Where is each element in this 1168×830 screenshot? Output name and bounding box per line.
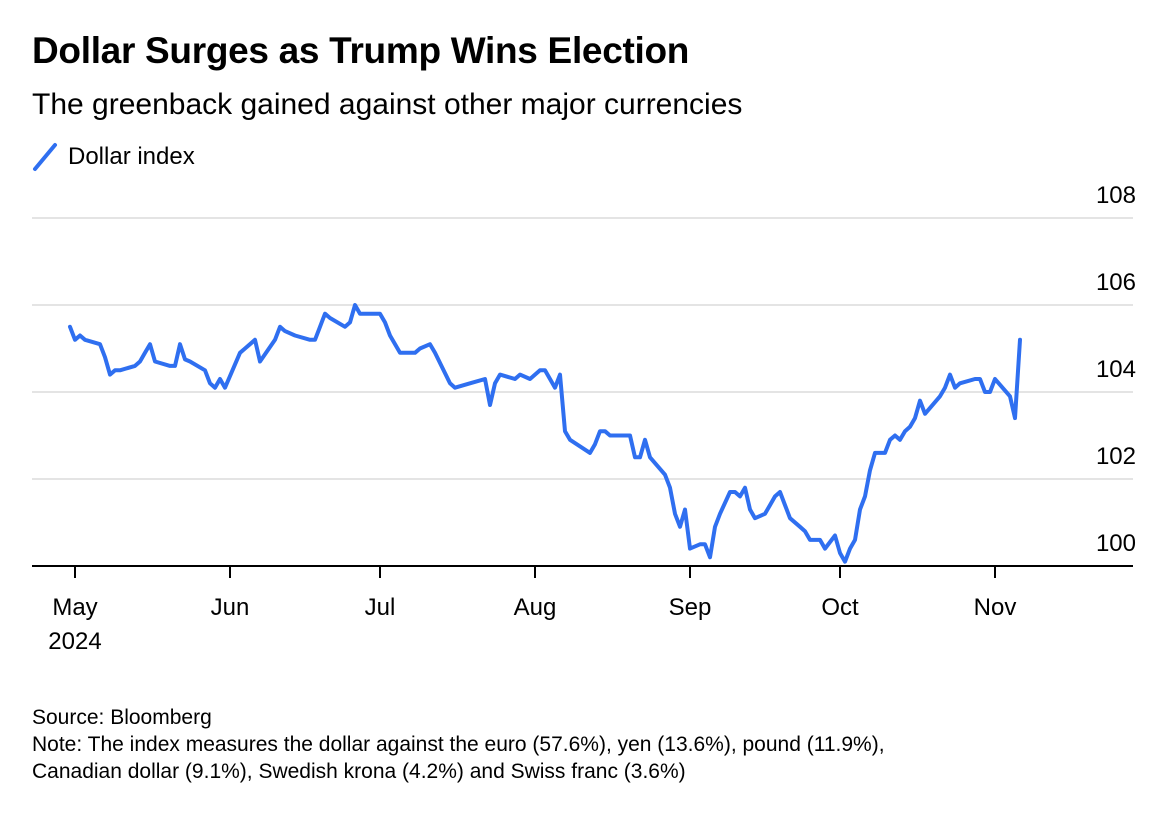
x-tick-sublabel: 2024 [48, 628, 101, 655]
legend-line-icon [33, 143, 57, 171]
chart-title: Dollar Surges as Trump Wins Election [32, 30, 690, 71]
y-tick-labels: 100 102 104 106 108 [1096, 182, 1136, 557]
note-text-line-1: Note: The index measures the dollar agai… [32, 733, 885, 756]
line-chart: 100 102 104 106 108 May 2024 Jun Jul Aug Sep Oct No… [32, 182, 1136, 655]
legend: Dollar index [32, 141, 195, 173]
x-tick-label: Jun [211, 594, 250, 621]
y-tick-label: 100 [1096, 530, 1136, 557]
series-line-dollar-index [68, 303, 1022, 564]
y-tick-label: 104 [1096, 356, 1136, 383]
source-text: Source: Bloomberg [32, 706, 212, 729]
chart-subtitle: The greenback gained against other major… [32, 88, 743, 121]
chart-footer: Source: Bloomberg Note: The index measur… [32, 704, 1132, 785]
x-tick-label: Aug [514, 594, 557, 621]
x-ticks: May 2024 Jun Jul Aug Sep Oct Nov [48, 566, 1016, 655]
x-tick-label: May [52, 594, 97, 621]
y-tick-label: 108 [1096, 182, 1136, 209]
legend-label: Dollar index [68, 143, 195, 170]
y-tick-label: 102 [1096, 443, 1136, 470]
y-tick-label: 106 [1096, 269, 1136, 296]
note-text-line-2: Canadian dollar (9.1%), Swedish krona (4… [32, 760, 686, 783]
series-layer [68, 303, 1022, 564]
x-tick-label: Nov [974, 594, 1017, 621]
x-tick-label: Sep [669, 594, 712, 621]
x-tick-label: Oct [821, 594, 859, 621]
grid-lines [32, 217, 1133, 480]
x-tick-label: Jul [365, 594, 396, 621]
